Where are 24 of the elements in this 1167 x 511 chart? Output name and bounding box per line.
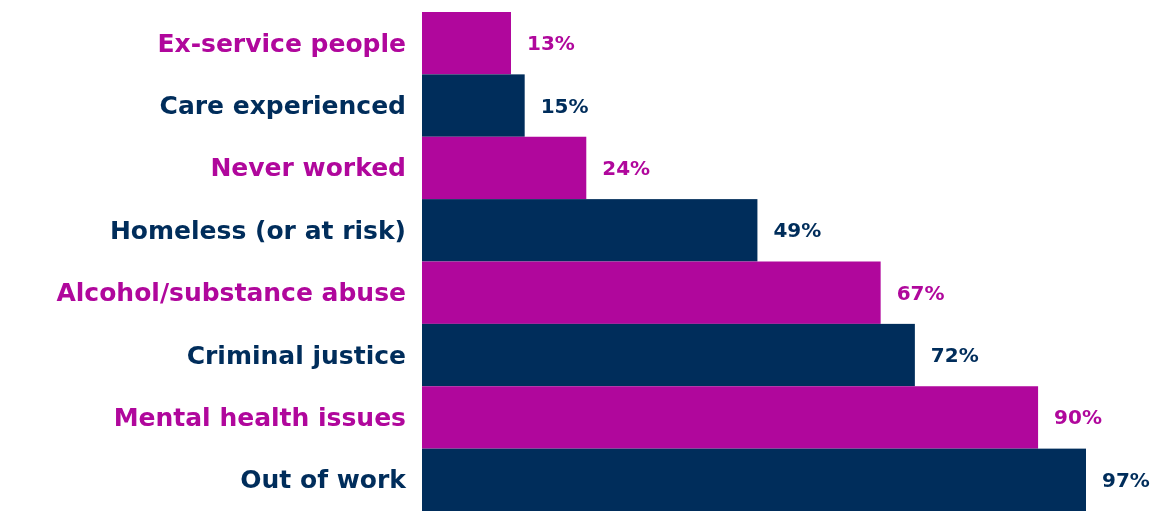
y-tick-label: Criminal justice bbox=[186, 340, 406, 370]
bar bbox=[422, 12, 511, 75]
bar bbox=[422, 199, 758, 262]
data-label: 24% bbox=[602, 155, 651, 180]
data-label: 67% bbox=[896, 280, 945, 305]
y-tick-label: Mental health issues bbox=[113, 402, 406, 432]
bar bbox=[422, 448, 1086, 511]
y-tick-label: Never worked bbox=[210, 153, 406, 183]
bar bbox=[422, 74, 525, 137]
bar bbox=[422, 386, 1039, 449]
y-tick-label: Alcohol/substance abuse bbox=[56, 278, 406, 308]
y-tick-label: Ex-service people bbox=[157, 28, 406, 58]
y-tick-label: Out of work bbox=[240, 465, 408, 495]
data-label: 90% bbox=[1054, 405, 1102, 430]
data-label: 72% bbox=[930, 343, 979, 368]
data-label: 97% bbox=[1102, 467, 1150, 492]
bar bbox=[422, 261, 881, 324]
data-label: 49% bbox=[773, 218, 822, 243]
y-tick-label: Care experienced bbox=[159, 91, 406, 121]
data-label: 13% bbox=[526, 31, 575, 56]
bar bbox=[422, 136, 587, 200]
y-tick-label: Homeless (or at risk) bbox=[109, 215, 406, 245]
bar bbox=[422, 323, 915, 387]
data-label: 15% bbox=[540, 93, 589, 118]
